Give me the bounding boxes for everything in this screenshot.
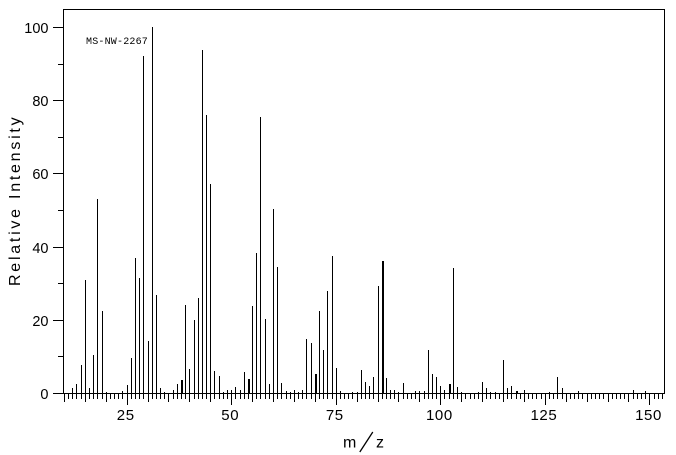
svg-text:100: 100	[24, 21, 48, 37]
svg-text:z: z	[376, 434, 384, 451]
svg-text:75: 75	[326, 407, 344, 424]
svg-text:60: 60	[32, 167, 48, 183]
svg-text:m: m	[343, 434, 356, 451]
svg-text:50: 50	[221, 407, 239, 424]
svg-text:80: 80	[32, 94, 48, 110]
svg-text:Relative Intensity: Relative Intensity	[7, 115, 24, 286]
svg-text:25: 25	[117, 407, 135, 424]
svg-text:125: 125	[530, 407, 557, 424]
svg-text:20: 20	[32, 314, 48, 330]
svg-text:MS-NW-2267: MS-NW-2267	[86, 37, 148, 48]
svg-text:100: 100	[426, 407, 453, 424]
svg-text:150: 150	[635, 407, 662, 424]
svg-text:0: 0	[40, 387, 48, 403]
svg-text:40: 40	[32, 241, 48, 257]
